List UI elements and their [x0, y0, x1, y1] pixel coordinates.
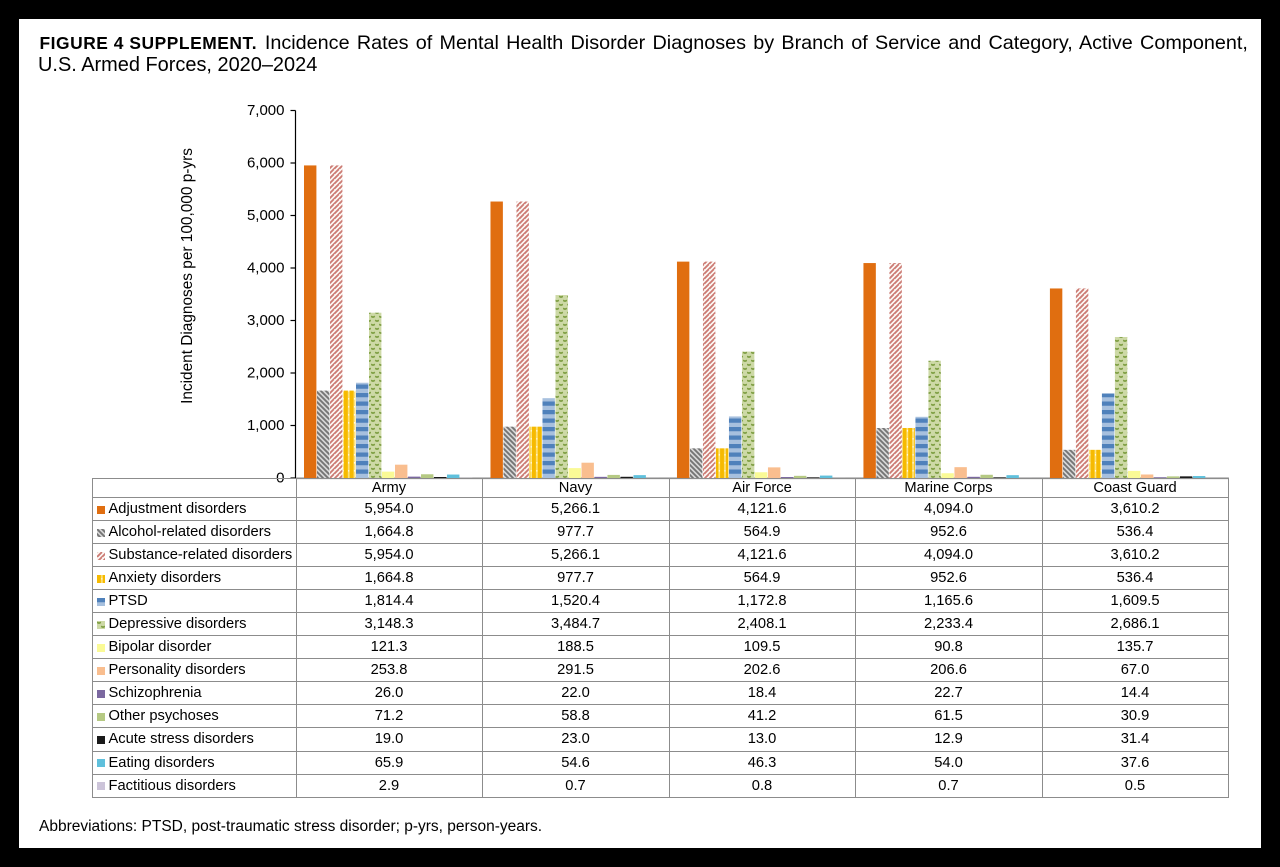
- svg-text:2,000: 2,000: [247, 365, 285, 382]
- svg-text:Incident Diagnoses per 100,000: Incident Diagnoses per 100,000 p-yrs: [179, 148, 196, 404]
- svg-text:4,000: 4,000: [247, 260, 285, 277]
- svg-text:7,000: 7,000: [247, 102, 285, 119]
- svg-text:6,000: 6,000: [247, 155, 285, 172]
- svg-text:1,000: 1,000: [247, 417, 285, 434]
- svg-text:3,000: 3,000: [247, 312, 285, 329]
- svg-text:5,000: 5,000: [247, 207, 285, 224]
